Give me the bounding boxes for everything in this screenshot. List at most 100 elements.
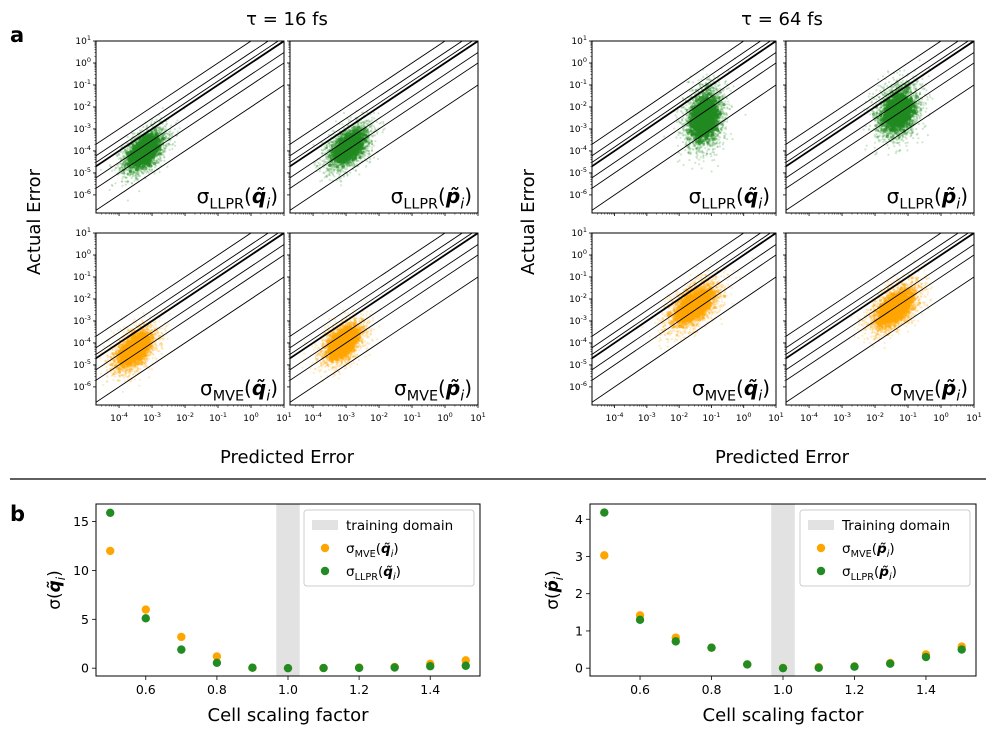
scatter-point bbox=[161, 135, 164, 138]
scatter-point bbox=[121, 156, 124, 160]
scatter-point bbox=[139, 138, 143, 142]
scatter-point bbox=[134, 177, 137, 180]
scatter-point bbox=[159, 127, 162, 130]
scatter-point bbox=[172, 131, 175, 134]
scatter-point bbox=[166, 144, 170, 147]
scatter-point bbox=[161, 126, 164, 129]
scatter-point bbox=[120, 180, 124, 183]
scatter-point bbox=[124, 183, 127, 186]
scatter-point bbox=[157, 126, 160, 129]
scatter-point bbox=[121, 164, 124, 167]
scatter-point bbox=[136, 172, 139, 175]
scatter-point bbox=[127, 172, 130, 175]
scatter-point bbox=[122, 155, 125, 158]
scatter-point bbox=[138, 173, 141, 176]
scatter-point bbox=[137, 171, 140, 174]
scatter-point bbox=[328, 178, 331, 181]
scatter-point bbox=[137, 139, 140, 142]
scatter-point bbox=[169, 130, 172, 133]
scatter-point bbox=[136, 173, 140, 176]
scatter-point bbox=[168, 133, 171, 136]
scatter-point bbox=[178, 127, 181, 130]
scatter-point bbox=[158, 155, 162, 158]
scatter-point bbox=[161, 128, 164, 131]
scatter-point bbox=[126, 167, 130, 170]
scatter-point bbox=[168, 136, 171, 140]
scatter-point bbox=[133, 179, 136, 182]
scatter-point bbox=[120, 166, 123, 169]
scatter-point bbox=[152, 158, 155, 161]
scatter-point bbox=[125, 176, 129, 179]
scatter-point bbox=[118, 167, 121, 170]
scatter-point bbox=[160, 127, 163, 130]
scatter-point bbox=[118, 167, 121, 171]
scatter-point bbox=[373, 156, 376, 159]
scatter-point bbox=[158, 139, 162, 143]
scatter-point bbox=[164, 144, 168, 147]
scatter-point bbox=[132, 172, 135, 175]
y-tick-label-exp: 1 bbox=[87, 34, 91, 42]
y-tick-label: 10-4 bbox=[73, 144, 91, 157]
scatter-point bbox=[165, 145, 168, 149]
scatter-point bbox=[162, 145, 165, 148]
scatter-point bbox=[146, 162, 150, 166]
scatter-point bbox=[122, 155, 125, 158]
scatter-point bbox=[332, 170, 335, 173]
scatter-point bbox=[129, 159, 133, 163]
scatter-point bbox=[108, 163, 111, 167]
scatter-point bbox=[138, 169, 141, 172]
scatter-point bbox=[154, 128, 158, 132]
y-tick-label-exp: -5 bbox=[85, 166, 91, 174]
scatter-point bbox=[158, 148, 162, 152]
scatter-point bbox=[157, 160, 160, 163]
xlabel-predicted-error-right: Predicted Error bbox=[715, 447, 850, 468]
scatter-point bbox=[147, 171, 150, 174]
scatter-point bbox=[118, 168, 122, 171]
scatter-point bbox=[163, 151, 166, 154]
y-tick-label-exp: -4 bbox=[85, 144, 91, 152]
scatter-point bbox=[160, 135, 163, 138]
scatter-point bbox=[165, 135, 168, 138]
scatter-point bbox=[161, 128, 164, 131]
scatter-point bbox=[115, 155, 119, 158]
scatter-point bbox=[152, 160, 155, 163]
scatter-point bbox=[155, 118, 158, 121]
scatter-point bbox=[164, 147, 167, 150]
scatter-point bbox=[133, 132, 136, 135]
scatter-point bbox=[148, 168, 151, 171]
y-tick-label-base: 10 bbox=[73, 147, 85, 157]
charts-container: 10-610-510-410-310-210-1100101σLLPR(q̃i)… bbox=[45, 34, 982, 726]
scatter-point bbox=[126, 181, 129, 184]
y-tick-label-exp: -3 bbox=[85, 122, 91, 130]
scatter-point bbox=[161, 141, 164, 144]
scatter-point bbox=[132, 171, 135, 174]
scatter-point bbox=[163, 155, 166, 158]
scatter-point bbox=[117, 157, 120, 160]
scatter-point bbox=[115, 153, 118, 156]
scatter-point bbox=[129, 147, 132, 150]
scatter-point bbox=[154, 139, 158, 143]
scatter-point bbox=[164, 149, 167, 152]
scatter-point bbox=[140, 171, 143, 174]
scatter-point bbox=[114, 166, 117, 169]
scatter-point bbox=[167, 142, 170, 145]
scatter-point bbox=[152, 162, 157, 166]
scatter-point bbox=[158, 156, 162, 159]
scatter-point bbox=[150, 168, 153, 171]
scatter-point bbox=[170, 134, 173, 137]
scatter-point bbox=[167, 142, 170, 146]
scatter-point bbox=[163, 150, 166, 153]
scatter-point bbox=[164, 125, 167, 128]
scatter-point bbox=[158, 131, 161, 134]
column-title-tau16: τ = 16 fs bbox=[246, 9, 328, 30]
scatter-point bbox=[161, 107, 164, 110]
panel-b-label: b bbox=[10, 502, 25, 526]
scatter-point bbox=[124, 155, 127, 158]
scatter-point bbox=[126, 172, 129, 175]
scatter-point bbox=[144, 166, 148, 170]
scatter-point bbox=[117, 152, 120, 155]
y-tick-label-base: 10 bbox=[73, 169, 85, 179]
scatter-point bbox=[121, 163, 124, 166]
scatter-point bbox=[165, 144, 168, 147]
scatter-point bbox=[160, 131, 163, 134]
